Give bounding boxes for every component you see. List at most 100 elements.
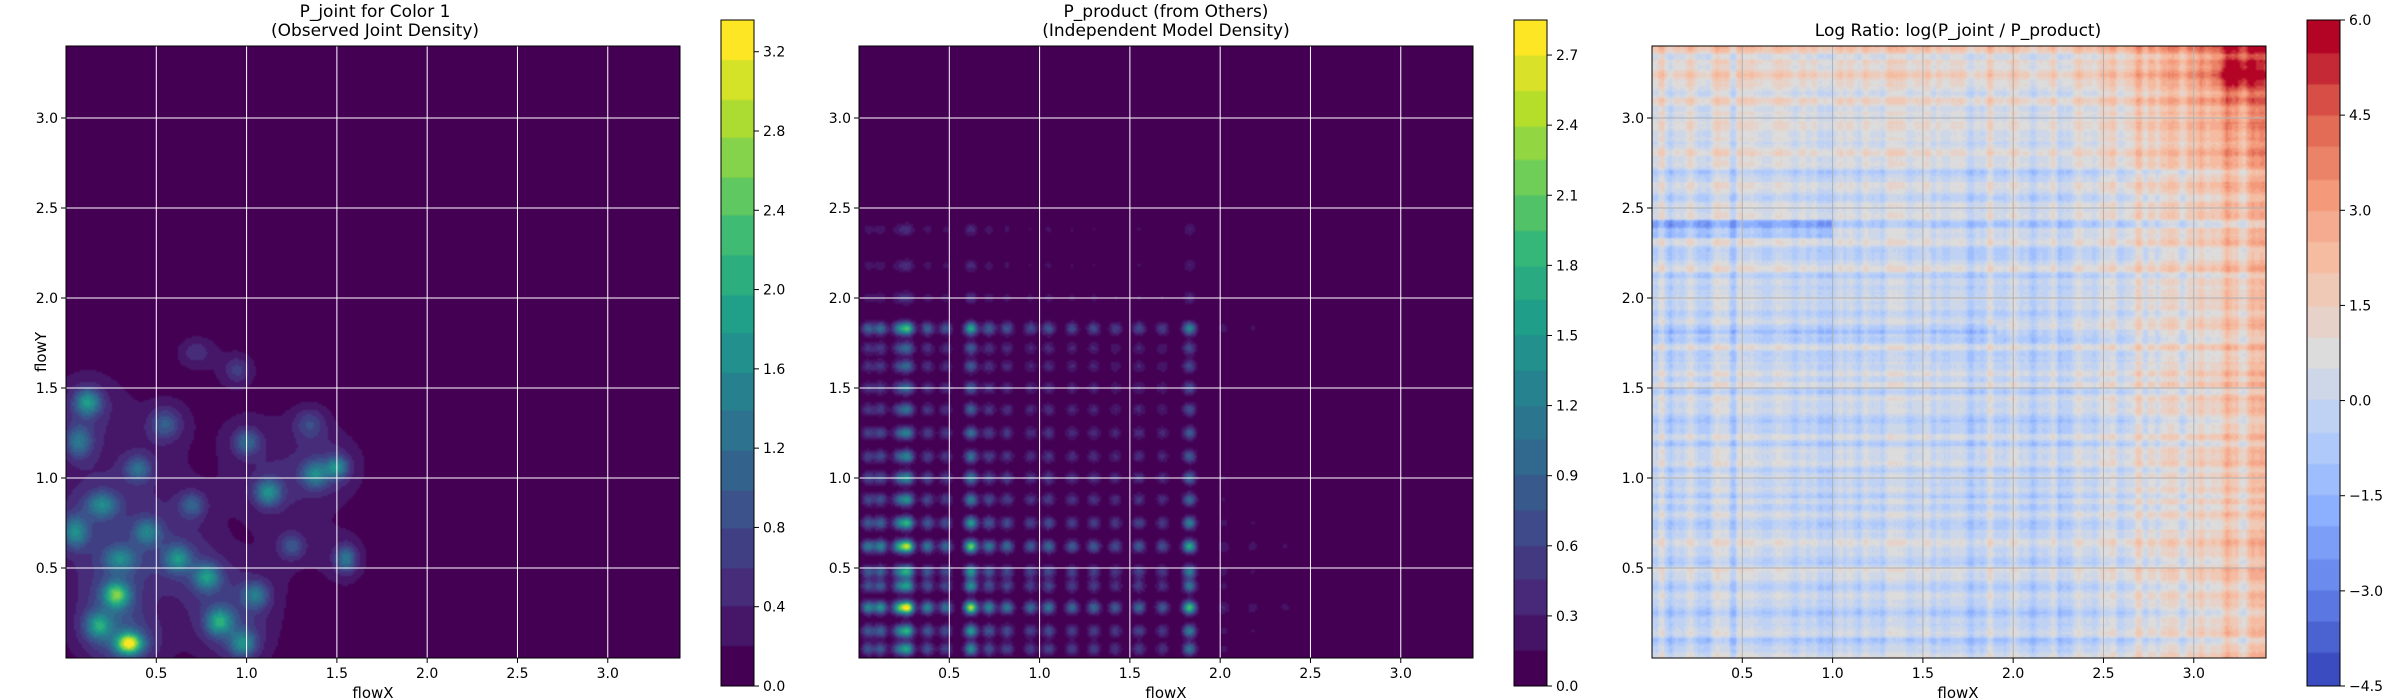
y-tick-label: 3.0 [36,111,58,127]
panel-2-xlabel: flowX [1145,684,1186,700]
colorbar-tick-label: 3.2 [763,45,785,61]
y-tick-label: 2.0 [1622,291,1644,307]
panel-3-heatmap [1652,46,2266,658]
colorbar-tick-label: 2.4 [763,203,785,219]
panel-1-title: P_joint for Color 1 [300,2,451,22]
x-tick-label: 1.0 [1821,666,1843,682]
y-tick-label: 0.5 [1622,561,1644,577]
panel-1-colorbar-ticks: 0.0 0.4 0.8 1.2 1.6 2.0 2.4 2.8 3.2 [754,45,785,695]
x-tick-label: 3.0 [2183,666,2205,682]
panel-3-colorbar-ticks: 6.0 4.5 3.0 1.5 0.0 −1.5 −3.0 −4.5 [2340,13,2383,695]
y-tick-label: 2.5 [36,201,58,217]
panel-2-frame [858,45,1474,659]
colorbar-tick-label: 1.8 [1556,258,1578,274]
panel-1-heatmap [66,46,680,658]
y-tick-label: 3.0 [1622,111,1644,127]
colorbar-tick-label: 0.0 [1556,679,1578,695]
y-tick-label: 2.0 [36,291,58,307]
panel-3-colorbar [2307,20,2340,686]
y-tick-label: 2.0 [829,291,851,307]
x-tick-label: 1.0 [235,666,257,682]
panel-1-xticks: 0.5 1.0 1.5 2.0 2.5 3.0 [145,658,619,682]
panel-3-xlabel: flowX [1937,684,1978,700]
x-tick-label: 1.0 [1028,666,1050,682]
y-tick-label: 1.0 [1622,471,1644,487]
panel-2-yticks: 0.5 1.0 1.5 2.0 2.5 3.0 [829,111,859,577]
panel-2-xticks: 0.5 1.0 1.5 2.0 2.5 3.0 [938,658,1412,682]
panel-2-title: P_product (from Others) [1064,2,1269,22]
panel-2-colorbar-frame [1513,19,1548,687]
x-tick-label: 0.5 [145,666,167,682]
panel-1-ylabel: flowY [32,331,50,372]
colorbar-tick-label: 1.2 [763,441,785,457]
x-tick-label: 2.5 [1299,666,1321,682]
colorbar-tick-label: 2.0 [763,283,785,299]
colorbar-tick-label: 2.7 [1556,48,1578,64]
panel-3-grid [1652,46,2266,658]
x-tick-label: 2.0 [2002,666,2024,682]
y-tick-label: 1.5 [829,381,851,397]
colorbar-tick-label: −4.5 [2349,679,2383,695]
panel-3-title: Log Ratio: log(P_joint / P_product) [1815,21,2101,41]
x-tick-label: 2.0 [1209,666,1231,682]
y-tick-label: 1.5 [36,381,58,397]
y-tick-label: 1.5 [1622,381,1644,397]
colorbar-tick-label: −3.0 [2349,584,2383,600]
y-tick-label: 2.5 [1622,201,1644,217]
colorbar-tick-label: 0.9 [1556,469,1578,485]
colorbar-tick-label: 6.0 [2349,13,2371,29]
colorbar-tick-label: 1.5 [2349,298,2371,314]
panel-1-frame [65,45,681,659]
colorbar-tick-label: 0.8 [763,520,785,536]
y-tick-label: 0.5 [829,561,851,577]
panel-1-colorbar [721,20,754,686]
y-tick-label: 1.0 [36,471,58,487]
colorbar-tick-label: −1.5 [2349,489,2383,505]
colorbar-tick-label: 2.8 [763,124,785,140]
x-tick-label: 2.5 [506,666,528,682]
x-tick-label: 1.5 [326,666,348,682]
x-tick-label: 0.5 [1731,666,1753,682]
panel-1-grid [66,46,680,658]
colorbar-tick-label: 2.4 [1556,118,1578,134]
x-tick-label: 1.5 [1119,666,1141,682]
panel-3-xticks: 0.5 1.0 1.5 2.0 2.5 3.0 [1731,658,2205,682]
panel-1-subtitle: (Observed Joint Density) [271,21,479,41]
panel-3-yticks: 0.5 1.0 1.5 2.0 2.5 3.0 [1622,111,1652,577]
colorbar-tick-label: 1.5 [1556,328,1578,344]
panel-product: P_product (from Others) (Independent Mod… [829,2,1579,700]
colorbar-tick-label: 4.5 [2349,108,2371,124]
colorbar-tick-label: 1.2 [1556,399,1578,415]
y-tick-label: 2.5 [829,201,851,217]
panel-log-ratio: Log Ratio: log(P_joint / P_product) 0.5 1… [1622,13,2383,700]
x-tick-label: 2.0 [416,666,438,682]
y-tick-label: 3.0 [829,111,851,127]
panel-2-grid [859,46,1473,658]
y-tick-label: 0.5 [36,561,58,577]
panel-joint: P_joint for Color 1 (Observed Joint Dens… [32,2,785,700]
panel-3-frame [1651,45,2267,659]
panel-1-xlabel: flowX [352,684,393,700]
x-tick-label: 3.0 [1390,666,1412,682]
colorbar-tick-label: 0.0 [763,679,785,695]
panel-3-colorbar-frame [2306,19,2341,687]
x-tick-label: 2.5 [2092,666,2114,682]
colorbar-tick-label: 0.0 [2349,394,2371,410]
x-tick-label: 0.5 [938,666,960,682]
x-tick-label: 3.0 [597,666,619,682]
panel-2-subtitle: (Independent Model Density) [1042,21,1290,41]
colorbar-tick-label: 0.3 [1556,609,1578,625]
colorbar-tick-label: 0.4 [763,600,785,616]
panel-2-heatmap [859,46,1473,658]
colorbar-tick-label: 1.6 [763,362,785,378]
panel-2-colorbar-ticks: 0.0 0.3 0.6 0.9 1.2 1.5 1.8 2.1 2.4 2.7 [1547,48,1578,695]
x-tick-label: 1.5 [1912,666,1934,682]
panel-2-colorbar [1514,20,1547,686]
panel-1-colorbar-frame [720,19,755,687]
colorbar-tick-label: 2.1 [1556,188,1578,204]
y-tick-label: 1.0 [829,471,851,487]
panel-1-yticks: 0.5 1.0 1.5 2.0 2.5 3.0 [36,111,66,577]
colorbar-tick-label: 0.6 [1556,539,1578,555]
colorbar-tick-label: 3.0 [2349,203,2371,219]
